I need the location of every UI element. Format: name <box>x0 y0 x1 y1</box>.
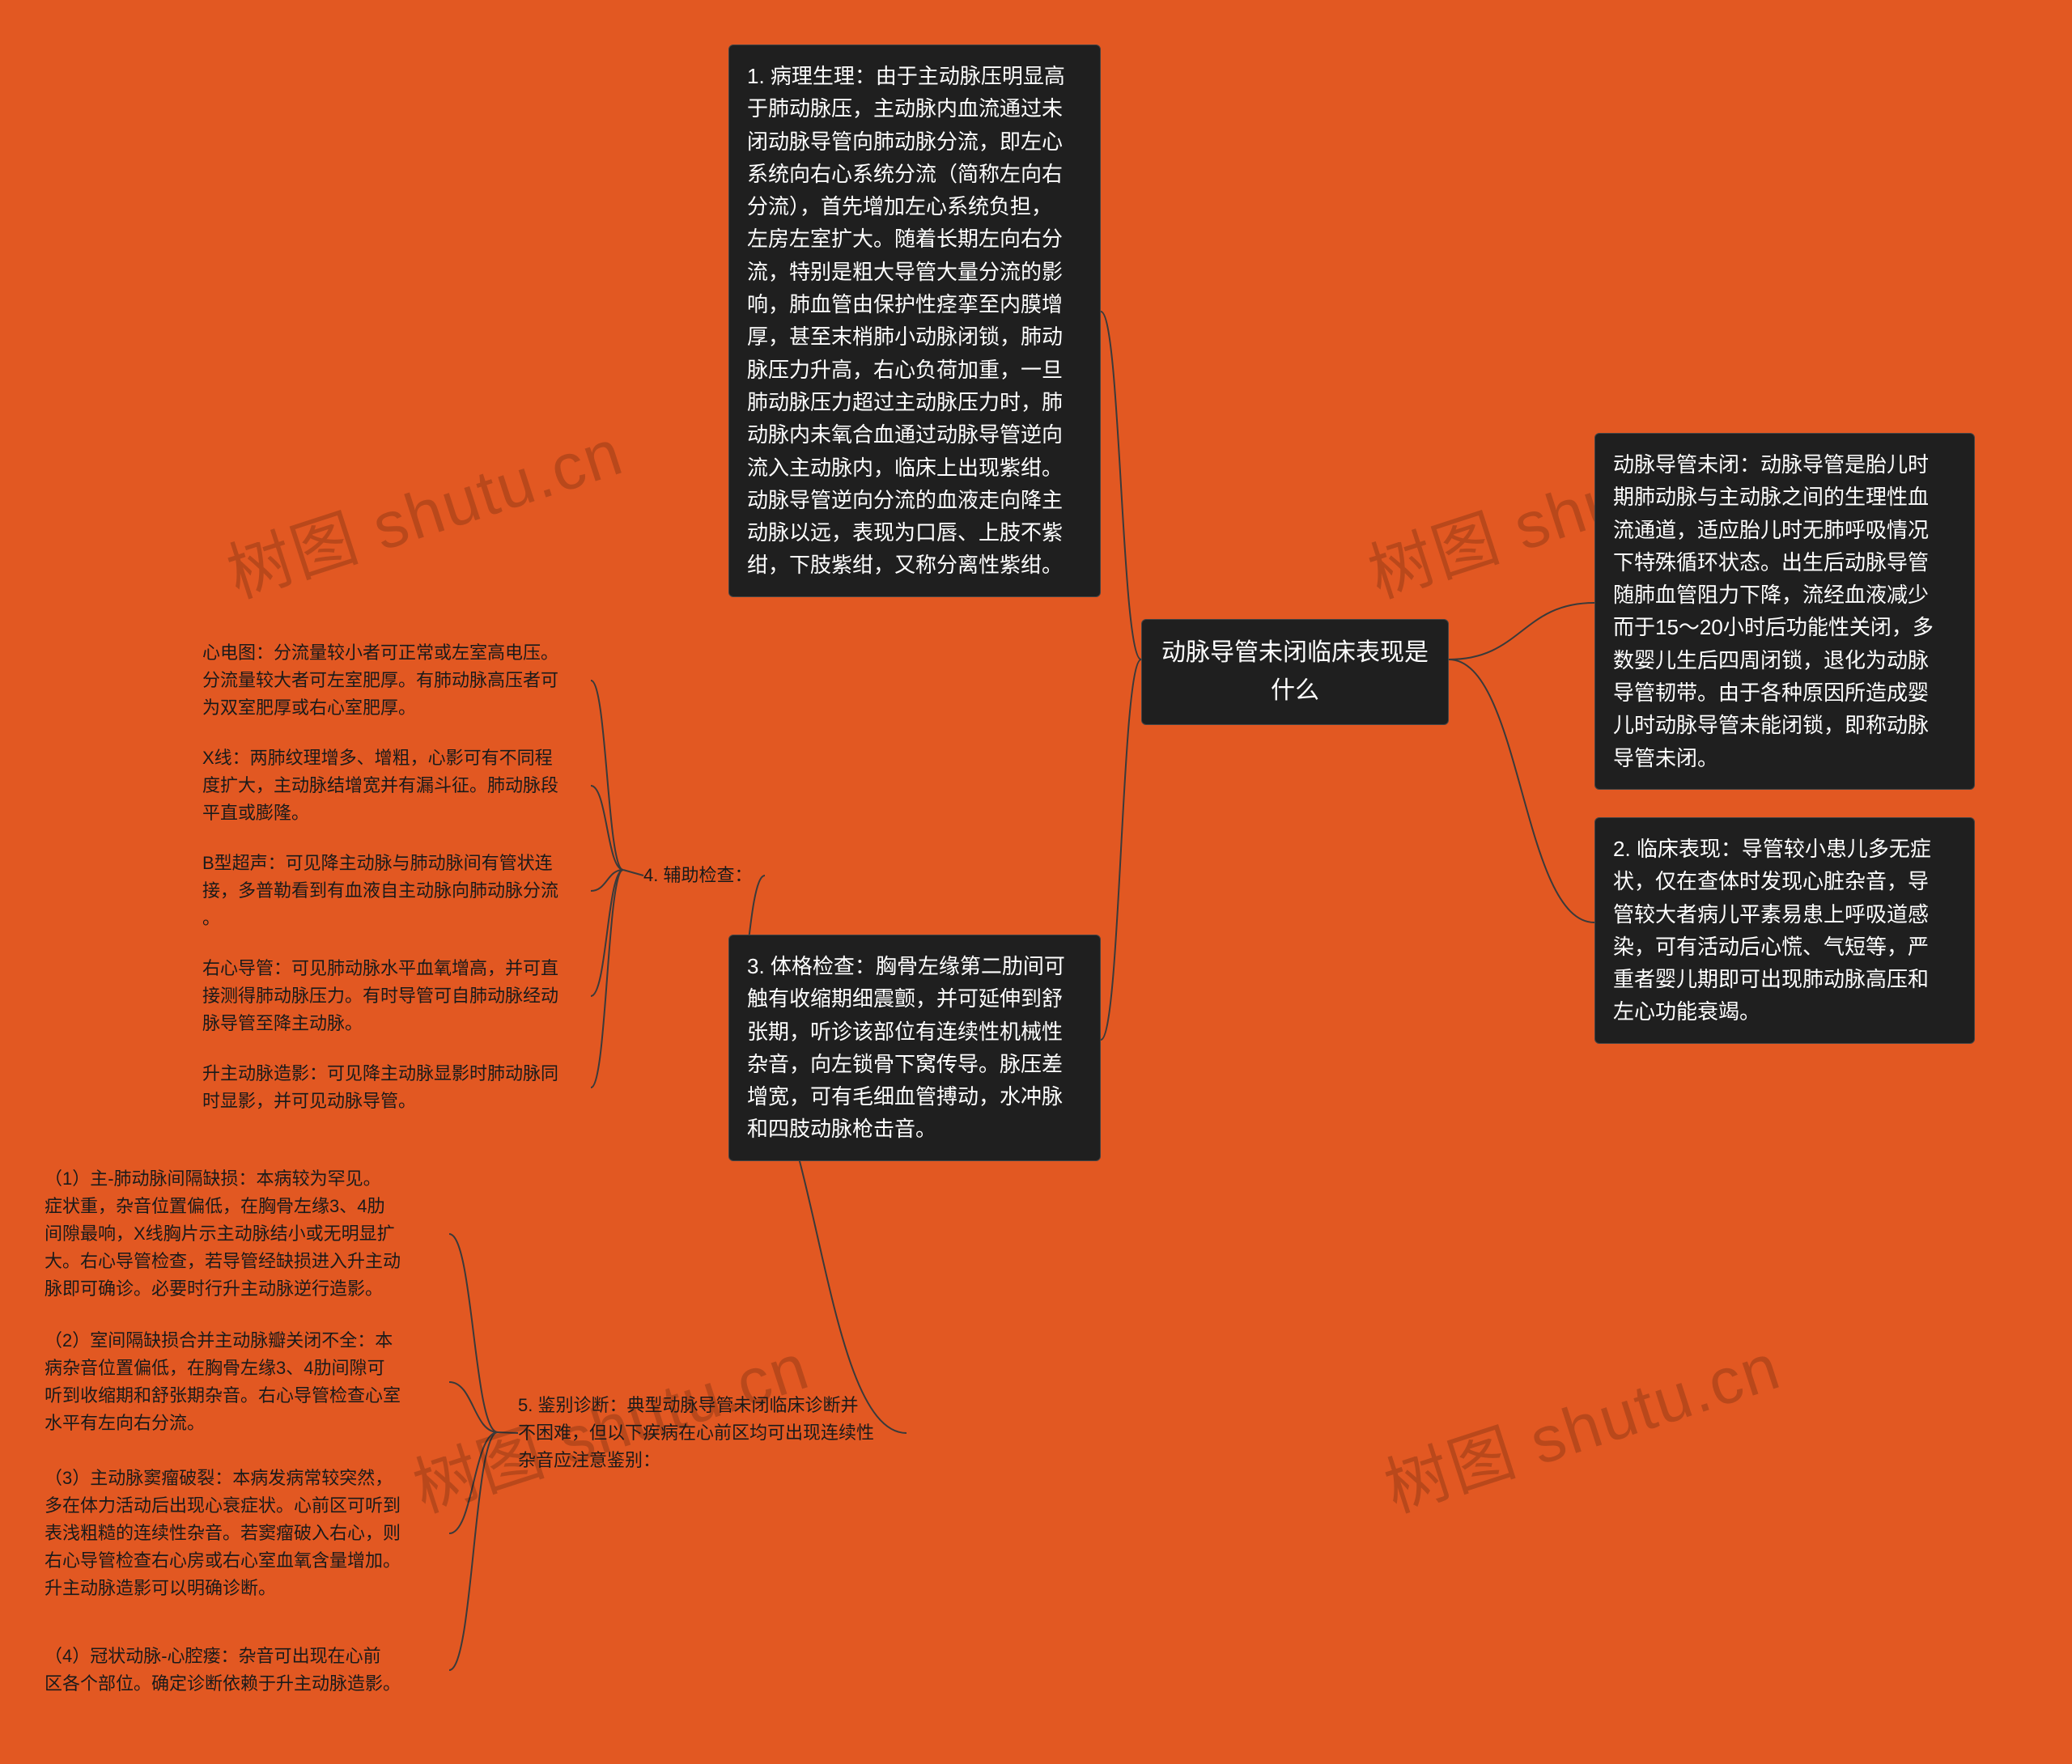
node-intro[interactable]: 动脉导管未闭：动脉导管是胎儿时 期肺动脉与主动脉之间的生理性血 流通道，适应胎儿… <box>1594 433 1975 790</box>
node-clinical[interactable]: 2. 临床表现：导管较小患儿多无症 状，仅在查体时发现心脏杂音，导 管较大者病儿… <box>1594 817 1975 1044</box>
root-node[interactable]: 动脉导管未闭临床表现是 什么 <box>1141 619 1449 725</box>
branch-4-leaf-ecg[interactable]: 心电图：分流量较小者可正常或左室高电压。 分流量较大者可左室肥厚。有肺动脉高压者… <box>202 639 591 722</box>
node-physical-exam[interactable]: 3. 体格检查：胸骨左缘第二肋间可 触有收缩期细震颤，并可延伸到舒 张期，听诊该… <box>728 935 1101 1161</box>
branch-4-label[interactable]: 4. 辅助检查： <box>643 862 765 889</box>
branch-5-leaf-1[interactable]: （1）主-肺动脉间隔缺损：本病较为罕见。 症状重，杂音位置偏低，在胸骨左缘3、4… <box>45 1165 449 1303</box>
branch-5-leaf-3[interactable]: （3）主动脉窦瘤破裂：本病发病常较突然， 多在体力活动后出现心衰症状。心前区可听… <box>45 1465 449 1602</box>
branch-4-leaf-catheter[interactable]: 右心导管：可见肺动脉水平血氧增高，并可直 接测得肺动脉压力。有时导管可自肺动脉经… <box>202 955 591 1037</box>
branch-4-leaf-angiography[interactable]: 升主动脉造影：可见降主动脉显影时肺动脉同 时显影，并可见动脉导管。 <box>202 1060 591 1115</box>
branch-4-leaf-ultrasound[interactable]: B型超声：可见降主动脉与肺动脉间有管状连 接，多普勒看到有血液自主动脉向肺动脉分… <box>202 850 591 932</box>
node-pathophysiology[interactable]: 1. 病理生理：由于主动脉压明显高 于肺动脉压，主动脉内血流通过未 闭动脉导管向… <box>728 45 1101 597</box>
branch-4-leaf-xray[interactable]: X线：两肺纹理增多、增粗，心影可有不同程 度扩大，主动脉结增宽并有漏斗征。肺动脉… <box>202 744 591 827</box>
branch-5-leaf-2[interactable]: （2）室间隔缺损合并主动脉瓣关闭不全：本 病杂音位置偏低，在胸骨左缘3、4肋间隙… <box>45 1327 449 1437</box>
branch-5-label[interactable]: 5. 鉴别诊断：典型动脉导管未闭临床诊断并 不困难，但以下疾病在心前区均可出现连… <box>518 1392 906 1474</box>
branch-5-leaf-4[interactable]: （4）冠状动脉-心腔瘘：杂音可出现在心前 区各个部位。确定诊断依赖于升主动脉造影… <box>45 1643 449 1698</box>
